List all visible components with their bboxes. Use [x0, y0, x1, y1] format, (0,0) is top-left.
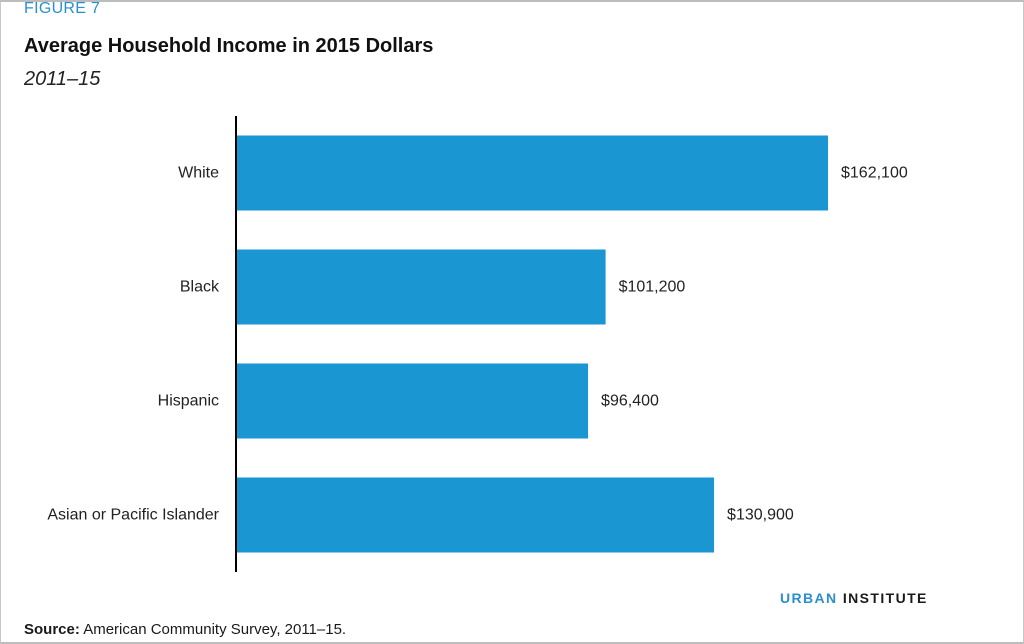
logo-institute-text: INSTITUTE: [842, 590, 928, 606]
category-label: Asian or Pacific Islander: [47, 507, 219, 524]
data-label: $96,400: [601, 393, 659, 410]
chart-title: Average Household Income in 2015 Dollars: [24, 35, 434, 57]
source-text: American Community Survey, 2011–15.: [83, 621, 347, 638]
urban-institute-logo: URBAN INSTITUTE: [780, 590, 928, 606]
figure-label: FIGURE 7: [24, 0, 101, 17]
category-label: Black: [180, 279, 220, 296]
logo-urban-text: URBAN: [780, 590, 838, 606]
source-label: Source:: [24, 621, 80, 638]
data-label: $130,900: [727, 507, 794, 524]
chart-subtitle: 2011–15: [24, 68, 101, 90]
bar-black: [236, 249, 606, 325]
data-label: $162,100: [841, 165, 908, 182]
category-label: Hispanic: [158, 393, 219, 410]
bar-hispanic: [236, 363, 589, 439]
bar-asian-or-pacific-islander: [236, 477, 715, 553]
source-note: Source: American Community Survey, 2011–…: [24, 621, 346, 638]
bar-white: [236, 135, 828, 211]
data-label: $101,200: [619, 279, 686, 296]
category-label: White: [178, 165, 219, 182]
